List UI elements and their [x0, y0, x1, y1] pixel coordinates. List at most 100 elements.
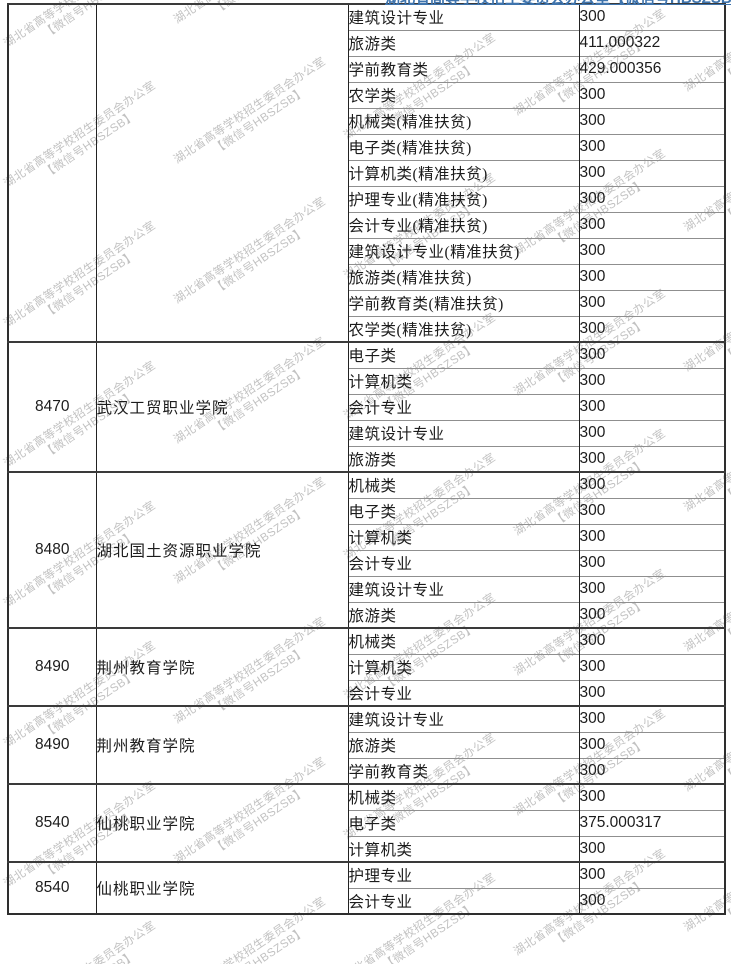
- major-cell: 电子类(精准扶贫): [347, 133, 579, 160]
- score-cell: 300: [578, 419, 725, 446]
- table-row: 电子类 375.000317: [8, 809, 725, 836]
- table-row: 护理专业(精准扶贫) 300: [8, 185, 725, 212]
- major-cell: 计算机类: [347, 367, 579, 394]
- table-row: 计算机类 300: [8, 653, 725, 680]
- watermark: 湖北省高等学校招生委员会办公室【微信号HBSZSB】: [2, 918, 168, 964]
- score-cell: 300: [578, 835, 725, 862]
- score-cell: 300: [578, 497, 725, 524]
- major-cell: 农学类: [347, 81, 579, 108]
- school-cell: 武汉工贸职业学院: [95, 341, 348, 472]
- major-cell: 旅游类(精准扶贫): [347, 263, 579, 290]
- score-cell: 300: [578, 237, 725, 264]
- major-cell: 电子类: [347, 341, 579, 368]
- watermark-line1: 湖北省高等学校招生委员会办公室: [2, 918, 160, 964]
- major-cell: 学前教育类: [347, 757, 579, 784]
- major-cell: 计算机类: [347, 653, 579, 680]
- table-row: 会计专业(精准扶贫) 300: [8, 211, 725, 238]
- table-row: 计算机类 300: [8, 835, 725, 862]
- major-cell: 学前教育类(精准扶贫): [347, 289, 579, 316]
- major-cell: 学前教育类: [347, 55, 579, 82]
- table-row: 8540 仙桃职业学院 机械类 300: [7, 783, 725, 862]
- major-cell: 护理专业: [347, 861, 579, 888]
- table-row: 电子类(精准扶贫) 300: [8, 133, 725, 160]
- score-cell: 300: [578, 523, 725, 550]
- major-cell: 建筑设计专业: [347, 575, 579, 602]
- major-cell: 机械类(精准扶贫): [347, 107, 579, 134]
- table-row: 建筑设计专业(精准扶贫) 300: [8, 237, 725, 264]
- table-row: 8490 荆州教育学院 建筑设计专业 300: [7, 705, 725, 784]
- table-row: 8470 武汉工贸职业学院 电子类 300: [7, 341, 725, 472]
- table-row: 旅游类 411.000322: [8, 29, 725, 56]
- score-cell: 300: [578, 861, 725, 888]
- table-row: 学前教育类 429.000356: [8, 55, 725, 82]
- score-cell: 300: [578, 757, 725, 784]
- major-cell: 护理专业(精准扶贫): [347, 185, 579, 212]
- major-cell: 旅游类: [347, 601, 579, 628]
- code-cell: [7, 3, 96, 342]
- school-cell: 湖北国土资源职业学院: [95, 471, 348, 628]
- major-cell: 机械类: [347, 471, 579, 498]
- score-cell: 300: [578, 575, 725, 602]
- score-cell: 300: [578, 159, 725, 186]
- score-table-body: 建筑设计专业 300 旅游类 411.000322 学前教育类 429.000356 农学类…: [7, 3, 725, 914]
- major-cell: 计算机类: [347, 523, 579, 550]
- table-row: 建筑设计专业 300: [8, 419, 725, 446]
- score-cell: 300: [578, 731, 725, 758]
- table-row: 8480 湖北国土资源职业学院 机械类 300: [7, 471, 725, 628]
- table-row: 会计专业 300: [8, 887, 725, 914]
- code-cell: 8470: [7, 341, 96, 472]
- score-cell: 300: [578, 81, 725, 108]
- score-cell: 300: [578, 263, 725, 290]
- score-cell: 375.000317: [578, 809, 725, 836]
- table-row: 计算机类 300: [8, 367, 725, 394]
- table-row: 学前教育类(精准扶贫) 300: [8, 289, 725, 316]
- code-cell: 8540: [7, 783, 96, 862]
- score-cell: 300: [578, 3, 725, 30]
- table-row: 电子类 300: [8, 497, 725, 524]
- school-cell: 荆州教育学院: [95, 627, 348, 706]
- top-clipped-text: 湖北省高等学校招生委员会办公室【微信号HBSZSB】: [385, 0, 731, 8]
- major-cell: 会计专业: [347, 887, 579, 914]
- score-cell: 300: [578, 887, 725, 914]
- major-cell: 会计专业: [347, 549, 579, 576]
- score-cell: 300: [578, 549, 725, 576]
- score-cell: 300: [578, 289, 725, 316]
- score-cell: 300: [578, 783, 725, 810]
- major-cell: 会计专业: [347, 679, 579, 706]
- school-cell: 仙桃职业学院: [95, 783, 348, 862]
- table-row: 8540 仙桃职业学院 护理专业 300: [7, 861, 725, 914]
- score-cell: 300: [578, 627, 725, 654]
- table-row: 会计专业 300: [8, 393, 725, 420]
- score-cell: 300: [578, 315, 725, 342]
- major-cell: 机械类: [347, 627, 579, 654]
- code-cell: 8480: [7, 471, 96, 628]
- table-row: 旅游类 300: [8, 601, 725, 628]
- school-cell: 仙桃职业学院: [95, 861, 348, 914]
- major-cell: 会计专业: [347, 393, 579, 420]
- major-cell: 建筑设计专业: [347, 3, 579, 30]
- score-cell: 300: [578, 601, 725, 628]
- major-cell: 旅游类: [347, 731, 579, 758]
- score-cell: 300: [578, 653, 725, 680]
- major-cell: 旅游类: [347, 29, 579, 56]
- score-cell: 300: [578, 211, 725, 238]
- table-row: 旅游类 300: [8, 731, 725, 758]
- table-row: 机械类(精准扶贫) 300: [8, 107, 725, 134]
- score-cell: 300: [578, 341, 725, 368]
- table-row: 旅游类 300: [8, 445, 725, 472]
- score-cell: 300: [578, 471, 725, 498]
- major-cell: 建筑设计专业(精准扶贫): [347, 237, 579, 264]
- major-cell: 机械类: [347, 783, 579, 810]
- major-cell: 建筑设计专业: [347, 705, 579, 732]
- table-row: 计算机类(精准扶贫) 300: [8, 159, 725, 186]
- table-row: 旅游类(精准扶贫) 300: [8, 263, 725, 290]
- table-row: 8490 荆州教育学院 机械类 300: [7, 627, 725, 706]
- score-cell: 300: [578, 107, 725, 134]
- table-row: 会计专业 300: [8, 549, 725, 576]
- score-table: 建筑设计专业 300 旅游类 411.000322 学前教育类 429.000356 农学类…: [7, 3, 726, 915]
- code-cell: 8490: [7, 627, 96, 706]
- major-cell: 会计专业(精准扶贫): [347, 211, 579, 238]
- score-cell: 300: [578, 393, 725, 420]
- code-cell: 8540: [7, 861, 96, 914]
